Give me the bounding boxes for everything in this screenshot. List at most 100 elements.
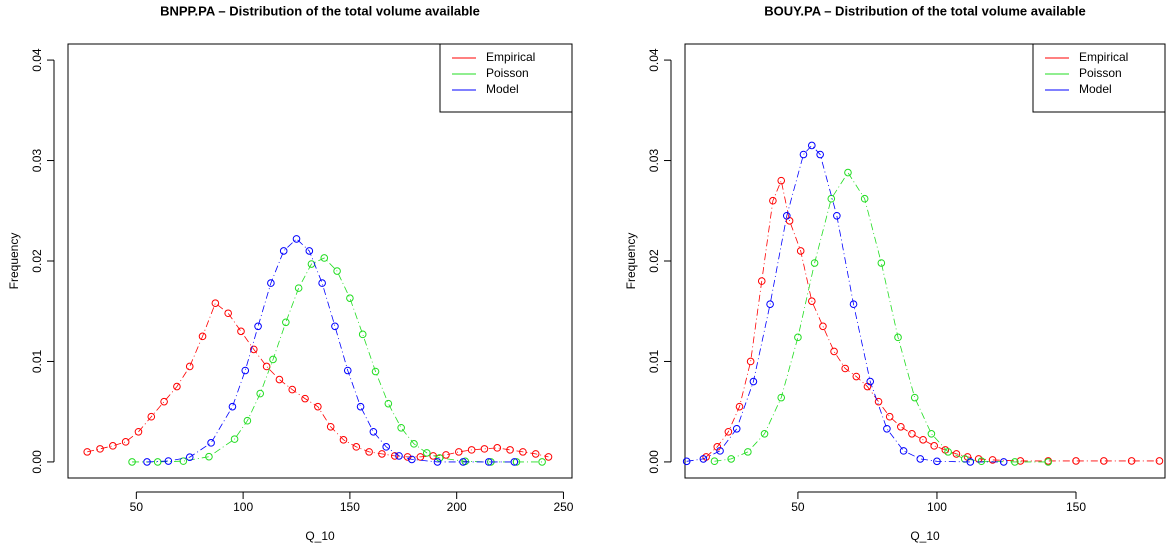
data-point — [397, 423, 405, 432]
data-point — [121, 438, 130, 446]
data-point — [382, 443, 391, 451]
data-point — [153, 458, 162, 466]
data-point — [1100, 457, 1108, 465]
data-point — [455, 448, 463, 456]
data-point — [128, 458, 136, 466]
y-tick-label: 0.03 — [30, 149, 44, 173]
data-point — [416, 453, 425, 461]
data-point — [899, 447, 908, 455]
x-tick-label: 100 — [233, 500, 253, 514]
data-point — [254, 322, 262, 331]
data-point — [544, 453, 553, 461]
y-axis-label: Frequency — [7, 233, 21, 290]
data-point — [916, 455, 925, 463]
data-point — [716, 447, 724, 455]
data-point — [808, 297, 816, 305]
data-point — [1127, 457, 1136, 465]
data-point — [164, 457, 173, 465]
data-point — [732, 424, 741, 433]
data-point — [467, 446, 476, 454]
legend-label: Model — [486, 82, 519, 96]
data-point — [852, 372, 861, 381]
y-tick-label: 0.00 — [30, 450, 44, 474]
data-point — [480, 445, 489, 453]
data-point — [894, 333, 902, 342]
data-point — [1044, 458, 1052, 466]
data-point — [143, 458, 151, 466]
data-point — [185, 362, 194, 371]
data-point — [305, 247, 314, 255]
data-point — [777, 393, 786, 402]
data-point — [749, 377, 758, 386]
legend-label: Empirical — [486, 50, 535, 64]
data-point — [358, 330, 367, 339]
data-point — [408, 455, 416, 464]
y-tick-label: 0.01 — [30, 349, 44, 373]
x-tick-label: 100 — [927, 500, 947, 514]
data-point — [512, 458, 521, 466]
data-point — [1016, 457, 1025, 465]
data-point — [224, 309, 232, 318]
legend-label: Poisson — [1079, 66, 1122, 80]
data-point — [682, 457, 691, 466]
data-point — [237, 327, 245, 336]
data-point — [262, 362, 271, 371]
data-point — [830, 347, 838, 356]
data-point — [282, 318, 290, 327]
data-point — [933, 457, 941, 466]
x-tick-label: 200 — [447, 500, 467, 514]
data-point — [988, 456, 997, 464]
plot-frame — [684, 43, 1166, 479]
data-point — [735, 402, 744, 411]
data-point — [205, 452, 213, 461]
series-line — [686, 144, 1004, 463]
data-point — [538, 458, 546, 466]
data-point — [866, 377, 875, 386]
x-axis-label: Q_10 — [910, 529, 940, 543]
data-point — [395, 452, 403, 460]
data-point — [977, 457, 986, 466]
x-tick-label: 250 — [553, 500, 573, 514]
data-point — [185, 453, 194, 462]
data-point — [810, 259, 819, 267]
data-point — [292, 235, 301, 243]
data-point — [799, 150, 808, 159]
data-point — [256, 389, 265, 398]
data-point — [109, 442, 117, 450]
x-axis-label: Q_10 — [305, 529, 335, 543]
y-tick-label: 0.03 — [647, 149, 661, 173]
data-point — [241, 366, 250, 375]
data-point — [885, 412, 894, 421]
data-point — [433, 458, 442, 466]
data-point — [897, 422, 905, 431]
legend-label: Poisson — [486, 66, 529, 80]
data-point — [267, 279, 275, 287]
data-point — [710, 457, 719, 466]
data-point — [378, 450, 386, 458]
data-point — [147, 412, 156, 421]
data-point — [819, 322, 827, 331]
data-point — [808, 141, 816, 150]
data-point — [331, 322, 339, 331]
data-point — [294, 284, 303, 292]
data-point — [356, 402, 365, 411]
data-point — [228, 402, 237, 411]
y-axis-label: Frequency — [624, 233, 638, 290]
data-point — [269, 355, 277, 364]
data-point — [841, 364, 849, 373]
series-line — [714, 171, 1049, 463]
data-point — [459, 458, 467, 466]
data-point — [910, 393, 919, 402]
data-point — [365, 448, 373, 456]
data-point — [422, 449, 431, 457]
data-point — [531, 450, 540, 458]
data-point — [198, 332, 207, 341]
x-tick-label: 50 — [791, 500, 805, 514]
data-point — [727, 455, 735, 463]
data-point — [320, 254, 329, 262]
legend-box — [1032, 43, 1166, 113]
data-point — [766, 300, 774, 308]
y-tick-label: 0.02 — [647, 249, 661, 273]
data-point — [699, 455, 708, 463]
